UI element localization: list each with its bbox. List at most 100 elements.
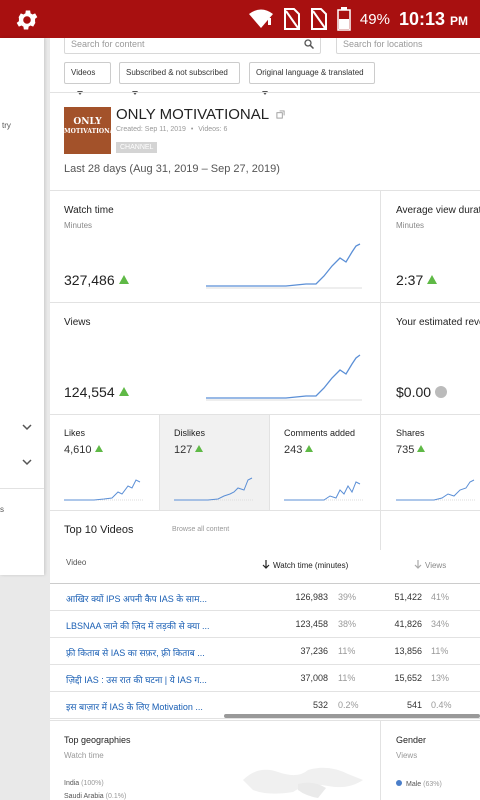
battery-icon <box>337 7 351 31</box>
up-arrow-icon <box>427 275 438 284</box>
avg-view-duration-unit: Minutes <box>396 221 425 230</box>
video-title-link[interactable]: आखिर क्यों IPS अपनी कैप IAS के साम... <box>66 594 208 604</box>
geo-name-2: Saudi Arabia <box>64 793 104 800</box>
geo-item-2: Saudi Arabia (0.1%) <box>64 793 126 800</box>
main-panel: Search for content Search for locations … <box>50 38 480 800</box>
comments-title[interactable]: Comments added <box>284 428 356 438</box>
world-map <box>243 767 363 798</box>
content-search-input[interactable]: Search for content <box>64 38 321 54</box>
watch-time-pct-cell: 0.2% <box>338 700 359 710</box>
content-search-placeholder: Search for content <box>71 39 145 49</box>
battery-percent: 49% <box>359 10 390 28</box>
thumbnail-text-2: MOTIVATIONAL <box>64 128 119 135</box>
revenue-value: $0.00 <box>396 384 432 400</box>
chevron-down-icon-2[interactable] <box>22 458 32 466</box>
arrow-down-icon <box>414 560 422 569</box>
geo-pct-1: (100%) <box>81 780 104 787</box>
avg-view-duration-title[interactable]: Average view durati <box>396 205 480 216</box>
views-title[interactable]: Views <box>64 317 91 328</box>
no-sim-icon <box>283 8 300 30</box>
sidebar-fragment-s: s <box>0 505 4 514</box>
dislikes-title[interactable]: Dislikes <box>174 428 206 438</box>
row-divider <box>50 691 480 692</box>
top-videos-title: Top 10 Videos <box>64 524 134 536</box>
video-title-link[interactable]: फ़्री किताब से IAS का सफ़र, फ़्री किताब … <box>66 648 205 658</box>
filter-language-label: Original language & translated <box>256 68 364 77</box>
up-arrow-icon <box>94 445 103 452</box>
channel-thumbnail[interactable]: ONLY MOTIVATIONAL <box>64 107 119 154</box>
views-pct-cell: 34% <box>431 619 450 629</box>
views-cell: 41,826 <box>394 619 422 629</box>
watch-time-cell: 37,236 <box>300 646 328 656</box>
video-title-link[interactable]: इस बाज़ार में IAS के लिए Motivation ... <box>66 702 203 712</box>
gear-icon[interactable] <box>14 7 40 33</box>
divider <box>50 720 480 721</box>
dislikes-sparkline <box>174 477 254 501</box>
table-header-divider <box>50 583 480 584</box>
filter-subscribed-label: Subscribed & not subscribed <box>126 68 228 77</box>
row-divider <box>50 664 480 665</box>
column-divider <box>380 720 381 800</box>
revenue-value-wrap: $0.00 <box>396 384 448 400</box>
views-pct-cell: 13% <box>431 673 450 683</box>
column-divider <box>380 190 381 550</box>
views-sparkline <box>206 354 362 401</box>
watch-time-title[interactable]: Watch time <box>64 205 114 216</box>
watch-time-pct-cell: 38% <box>338 619 357 629</box>
divider <box>50 190 480 191</box>
external-link-icon[interactable] <box>276 110 285 119</box>
likes-sparkline <box>64 479 144 501</box>
chevron-down-icon[interactable] <box>22 423 32 431</box>
info-dot-icon <box>435 386 448 398</box>
views-value: 124,554 <box>64 384 115 400</box>
divider <box>50 414 480 415</box>
watch-time-pct-cell: 39% <box>338 592 357 602</box>
filter-subscribed[interactable]: Subscribed & not subscribed <box>119 62 240 95</box>
video-title-link[interactable]: LBSNAA जाने की ज़िद में लड़की से क्या ..… <box>66 621 210 631</box>
watch-time-cell: 126,983 <box>295 592 328 602</box>
filter-videos[interactable]: Videos <box>64 62 111 95</box>
revenue-title[interactable]: Your estimated reve <box>396 317 480 328</box>
filter-videos-label: Videos <box>71 68 96 77</box>
channel-name-text: ONLY MOTIVATIONAL <box>116 106 269 123</box>
geo-name-1: India <box>64 780 80 787</box>
views-cell: 541 <box>406 700 422 710</box>
channel-name[interactable]: ONLY MOTIVATIONAL <box>116 106 285 123</box>
up-arrow-icon <box>118 387 129 396</box>
row-divider <box>50 637 480 638</box>
watch-time-value: 327,486 <box>64 272 115 288</box>
date-range: Last 28 days (Aug 31, 2019 – Sep 27, 201… <box>64 163 280 175</box>
row-divider <box>50 610 480 611</box>
browse-all-link[interactable]: Browse all content <box>172 526 230 533</box>
views-value-wrap: 124,554 <box>64 384 129 400</box>
up-arrow-icon <box>118 275 129 284</box>
views-pct-cell: 41% <box>431 592 450 602</box>
likes-title[interactable]: Likes <box>64 428 86 438</box>
video-title-link[interactable]: ज़िद्दी IAS : उस रात की घटना | ये IAS ग.… <box>66 675 207 685</box>
card-divider <box>159 415 160 510</box>
channel-meta: Created: Sep 11, 2019 • Videos: 6 <box>116 126 228 133</box>
col-views-label: Views <box>425 561 447 570</box>
sidebar-divider <box>0 488 44 489</box>
channel-created: Created: Sep 11, 2019 <box>116 126 186 133</box>
gender-item-male: Male (63%) <box>396 780 442 788</box>
gender-name-male: Male <box>406 781 422 788</box>
gender-title: Gender <box>396 735 427 745</box>
watch-time-value-wrap: 327,486 <box>64 272 129 288</box>
location-search-placeholder: Search for locations <box>343 39 423 49</box>
location-search-input[interactable]: Search for locations <box>336 38 480 54</box>
col-video-header: Video <box>66 558 87 567</box>
views-cell: 13,856 <box>394 646 422 656</box>
shares-title[interactable]: Shares <box>396 428 425 438</box>
clock-time: 10:13 <box>398 8 445 29</box>
shares-value: 735 <box>396 444 415 456</box>
thumbnail-text-1: ONLY <box>73 117 102 127</box>
no-sim-icon-2 <box>310 8 327 30</box>
col-views-header[interactable]: Views <box>414 560 446 570</box>
dislikes-value: 127 <box>174 444 193 456</box>
horizontal-scrollbar[interactable] <box>224 714 480 718</box>
filter-language[interactable]: Original language & translated <box>249 62 375 95</box>
left-sidebar: try s <box>0 38 44 575</box>
search-icon[interactable] <box>304 39 314 49</box>
col-watch-header[interactable]: Watch time (minutes) <box>262 560 348 570</box>
